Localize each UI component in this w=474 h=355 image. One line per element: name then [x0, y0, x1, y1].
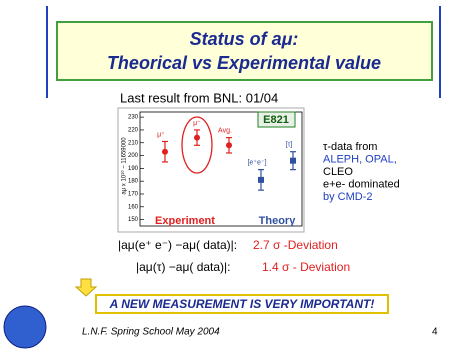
- y-tick-label: 210: [128, 140, 139, 146]
- note: by CMD-2: [323, 191, 373, 203]
- point-label: [τ]: [286, 142, 293, 149]
- subtitle: Theorical vs Experimental value: [107, 53, 381, 73]
- footer-text: L.N.F. Spring School May 2004: [82, 327, 220, 338]
- y-tick-label: 160: [128, 204, 139, 210]
- note: ALEPH, OPAL,: [323, 153, 397, 165]
- arrow-icon: [74, 278, 98, 297]
- title: Status of aμ:: [190, 29, 299, 49]
- y-tick-label: 220: [128, 128, 139, 134]
- title-box: [56, 21, 433, 81]
- deviation-expr: |aμ(τ) −aμ( data)|:: [136, 260, 231, 274]
- tag-box: [257, 111, 296, 128]
- note: CLEO: [323, 166, 353, 178]
- plot-area: [139, 111, 303, 227]
- point: [194, 134, 200, 141]
- note: e+e- dominated: [323, 178, 400, 190]
- banner: A NEW MEASUREMENT IS VERY IMPORTANT!: [109, 297, 375, 311]
- point-label: Avg.: [218, 127, 232, 134]
- point-label: μ⁺: [157, 131, 165, 138]
- point: [258, 176, 264, 183]
- point: [162, 148, 168, 155]
- deviation-result: 2.7 σ -Deviation: [253, 238, 338, 252]
- point-label: [e⁺e⁻]: [247, 159, 266, 166]
- point: [290, 157, 296, 164]
- y-tick-label: 200: [128, 153, 139, 159]
- group-label: Experiment: [155, 215, 215, 227]
- deviation-expr: |aμ(e⁺ e⁻) −aμ( data)|:: [118, 238, 237, 252]
- y-tick-label: 170: [128, 192, 139, 198]
- y-tick-label: 150: [128, 217, 139, 223]
- experiment-tag: E821: [263, 114, 289, 126]
- y-tick-label: 230: [128, 115, 139, 121]
- plot-frame: [117, 107, 305, 233]
- y-axis-label: aμ x 10¹⁰ − 11659000: [121, 137, 128, 195]
- caption: Last result from BNL: 01/04: [120, 90, 278, 105]
- highlight-circle: [181, 116, 213, 174]
- banner-box: [95, 294, 389, 314]
- point-label: μ⁻: [193, 120, 201, 127]
- deviation-result: 1.4 σ - Deviation: [262, 260, 350, 274]
- page-number: 4: [432, 327, 438, 338]
- y-tick-label: 180: [128, 179, 139, 185]
- note: τ-data from: [323, 141, 377, 153]
- point: [226, 142, 232, 149]
- y-tick-label: 190: [128, 166, 139, 172]
- group-label: Theory: [259, 215, 297, 227]
- logo: [3, 305, 47, 349]
